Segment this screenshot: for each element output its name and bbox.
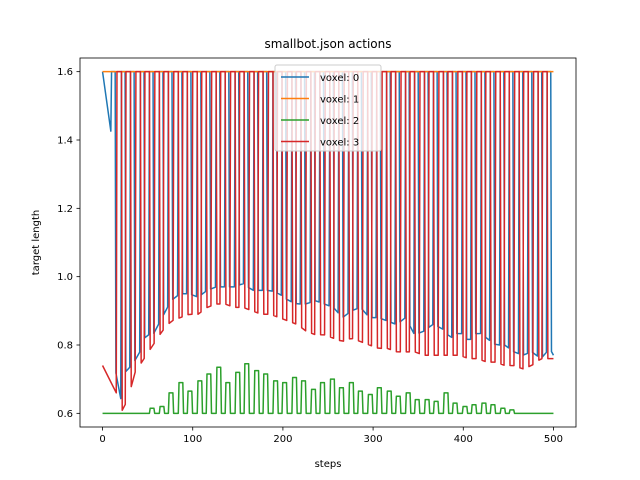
- legend-label: voxel: 0: [320, 73, 359, 84]
- legend-label: voxel: 3: [320, 138, 359, 149]
- legend-box: [274, 64, 382, 152]
- y-tick-label: 1.6: [57, 67, 73, 78]
- x-tick-label: 100: [183, 434, 202, 445]
- x-tick-label: 200: [273, 434, 292, 445]
- y-tick-label: 1.2: [57, 204, 73, 215]
- legend-label: voxel: 2: [320, 116, 359, 127]
- chart-title: smallbot.json actions: [265, 37, 392, 51]
- x-tick-label: 0: [99, 434, 105, 445]
- x-tick-label: 300: [364, 434, 383, 445]
- y-axis-label: target length: [31, 210, 42, 275]
- y-tick-label: 1.0: [57, 272, 73, 283]
- y-tick-label: 1.4: [57, 136, 73, 147]
- plot-frame: [79, 57, 577, 428]
- series-line-voxel-2: [102, 363, 554, 415]
- x-tick-label: 400: [454, 434, 473, 445]
- x-axis-label: steps: [315, 459, 342, 470]
- legend: voxel: 0 voxel: 1 voxel: 2 voxel: 3: [274, 64, 382, 152]
- x-tick-label: 500: [544, 434, 563, 445]
- y-tick-label: 0.6: [57, 409, 73, 420]
- legend-label: voxel: 1: [320, 95, 359, 106]
- series-line-voxel-3: [101, 70, 554, 412]
- y-tick-label: 0.8: [57, 341, 73, 352]
